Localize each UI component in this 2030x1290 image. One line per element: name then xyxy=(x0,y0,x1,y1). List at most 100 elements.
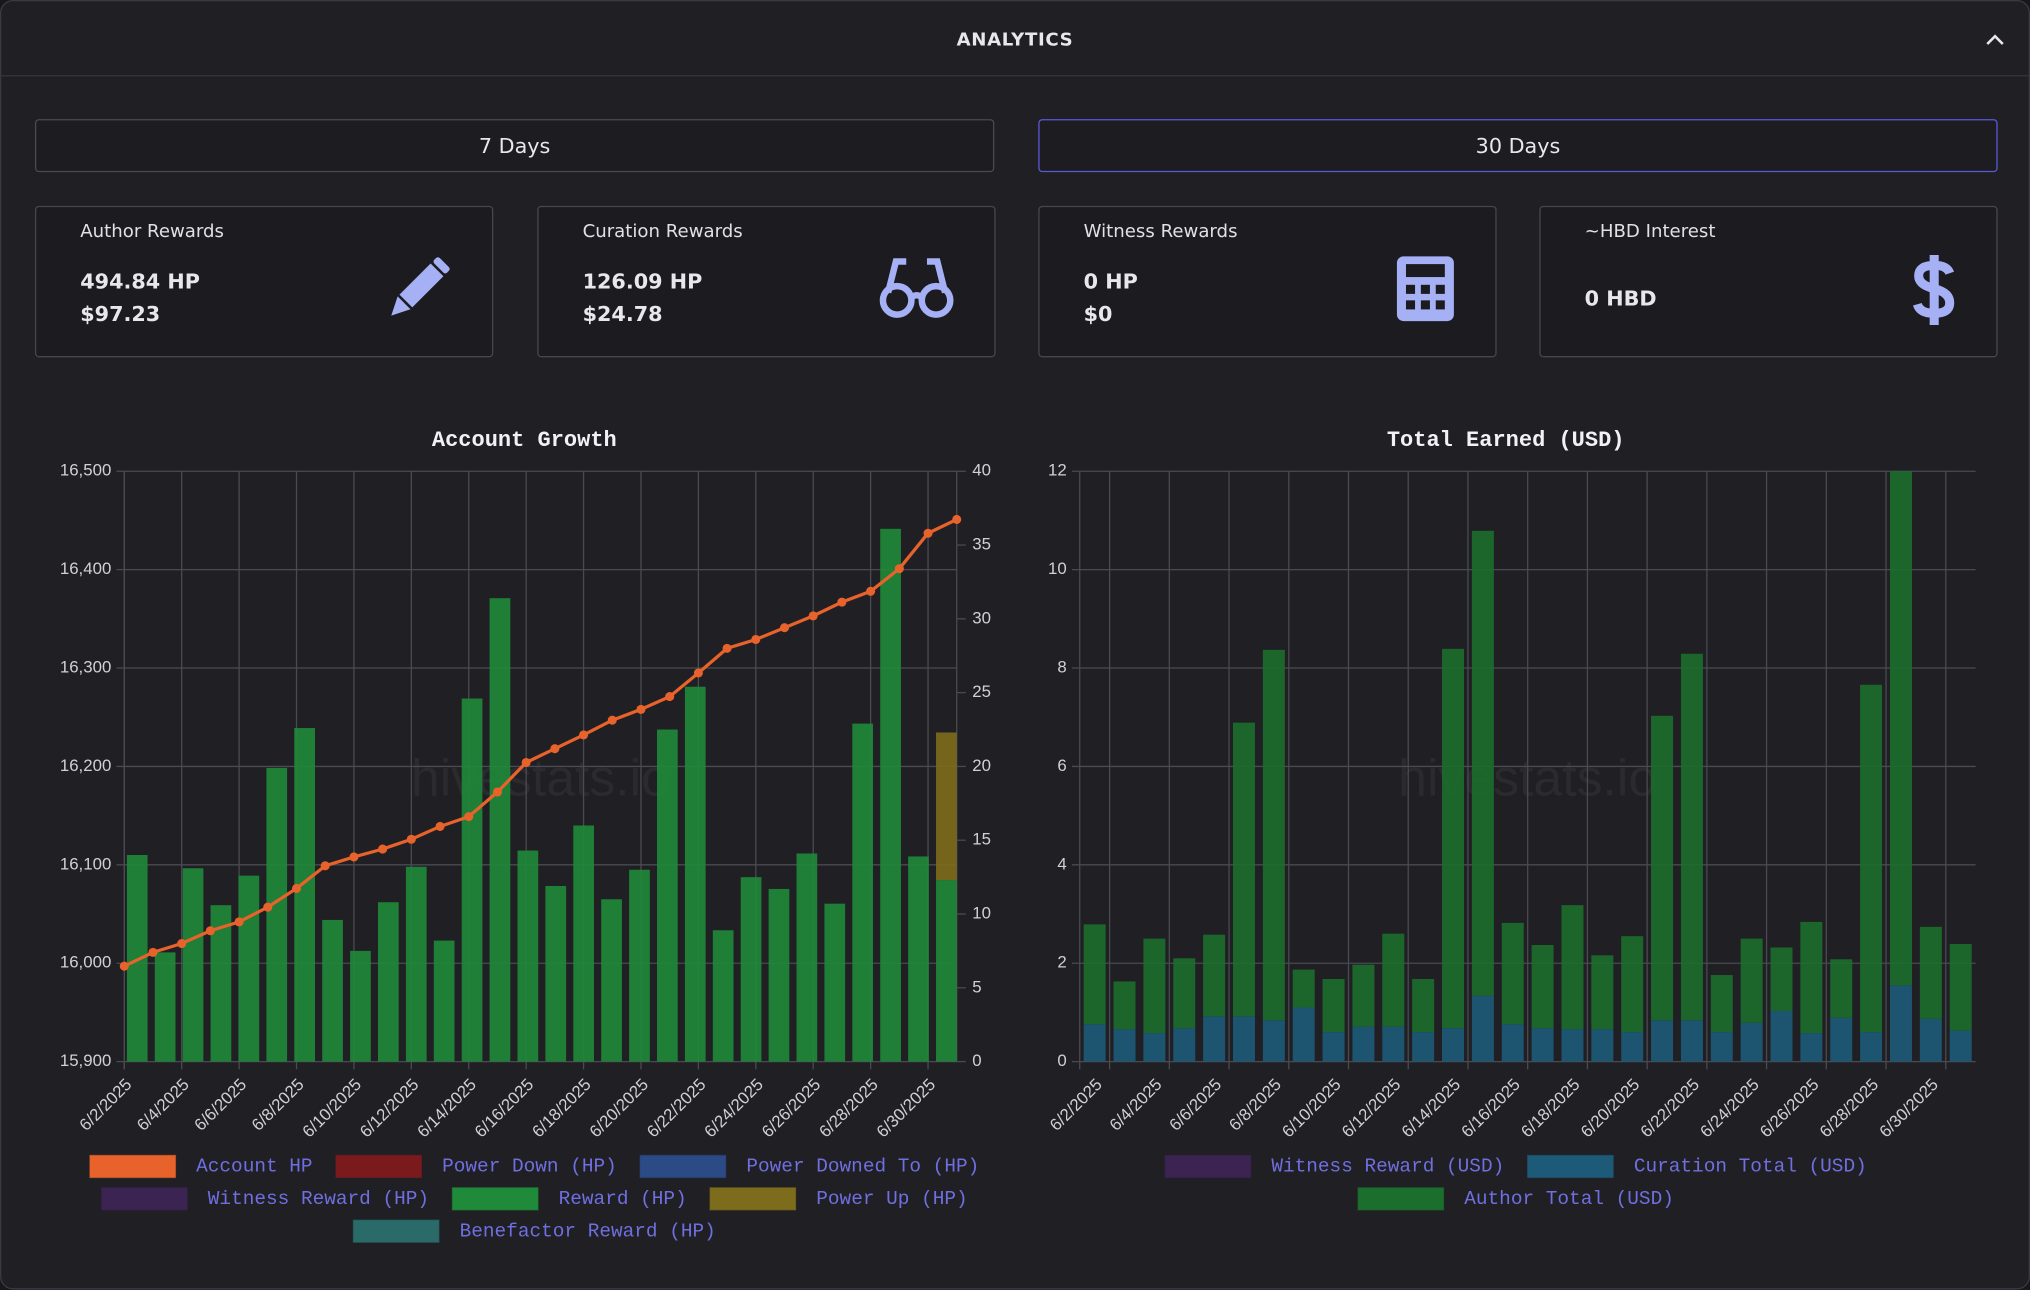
bar xyxy=(238,875,260,1062)
line-point xyxy=(952,514,962,524)
collapse-chevron[interactable] xyxy=(1985,32,2006,48)
bar xyxy=(601,899,622,1062)
bar xyxy=(1740,938,1763,1023)
bar xyxy=(1232,1016,1255,1062)
bar xyxy=(1143,938,1166,1034)
x-tick-label: 6/10/2025 xyxy=(299,1075,365,1141)
x-tick-label: 6/4/2025 xyxy=(1106,1075,1166,1135)
legend-label: Reward (HP) xyxy=(559,1188,687,1210)
legend-label: Power Up (HP) xyxy=(816,1188,967,1210)
line-point xyxy=(837,597,847,607)
card-label: Author Rewards xyxy=(80,221,224,243)
y-tick-label: 16,000 xyxy=(60,953,111,972)
legend-label: Curation Total (USD) xyxy=(1634,1156,1867,1178)
y-tick-label: 16,200 xyxy=(60,756,111,775)
tab-button[interactable]: 30 Days xyxy=(1038,119,1998,173)
bar xyxy=(1919,926,1942,1019)
dollar-icon xyxy=(1913,255,1955,325)
line-point xyxy=(291,883,302,893)
x-tick-label: 6/4/2025 xyxy=(133,1075,193,1135)
card-value: 126.09 HP xyxy=(582,269,703,294)
bar xyxy=(1292,1007,1315,1062)
line-point xyxy=(177,939,187,949)
x-tick-label: 6/22/2025 xyxy=(643,1075,709,1141)
bar xyxy=(1800,921,1823,1034)
bar xyxy=(1531,1028,1554,1062)
bar xyxy=(405,866,427,1062)
x-tick-label: 6/24/2025 xyxy=(701,1075,767,1141)
x-tick-label: 6/16/2025 xyxy=(1458,1075,1524,1141)
bar xyxy=(573,825,595,1062)
legend-swatch xyxy=(1357,1187,1445,1211)
x-tick-label: 6/26/2025 xyxy=(758,1075,824,1141)
card-value: $24.78 xyxy=(582,301,663,327)
line-point xyxy=(492,787,502,797)
bar xyxy=(1591,955,1614,1030)
line-point xyxy=(665,692,675,702)
bar xyxy=(182,868,204,1062)
line-point xyxy=(866,586,876,596)
chart-title: Total Earned (USD) xyxy=(1387,428,1625,453)
line-point xyxy=(636,704,646,714)
line-point xyxy=(349,852,359,862)
bar xyxy=(1889,985,1912,1062)
legend-swatch xyxy=(89,1154,177,1179)
line-point xyxy=(406,834,416,844)
bar xyxy=(1710,1032,1733,1062)
y-tick-label: 8 xyxy=(1057,657,1066,676)
bar xyxy=(1770,947,1793,1011)
legend-swatch xyxy=(1527,1154,1614,1179)
line-point xyxy=(693,668,703,678)
line-point xyxy=(779,623,790,633)
bar xyxy=(266,767,288,1062)
legend-swatch xyxy=(709,1187,797,1211)
x-tick-label: 6/16/2025 xyxy=(471,1075,537,1141)
line-point xyxy=(234,917,244,927)
x-tick-label: 6/2/2025 xyxy=(76,1075,136,1135)
y-tick-label: 16,100 xyxy=(60,854,111,873)
y2-tick-label: 30 xyxy=(972,608,991,627)
bar xyxy=(1113,1029,1136,1062)
bar xyxy=(1322,978,1345,1033)
x-tick-label: 6/26/2025 xyxy=(1756,1075,1822,1141)
x-tick-label: 6/20/2025 xyxy=(586,1075,652,1141)
calculator-icon xyxy=(1396,256,1454,322)
bar xyxy=(740,877,762,1062)
stat-card: Author Rewards 494.84 HP $97.23 xyxy=(34,205,494,358)
bar xyxy=(936,732,957,881)
chart-title: Account Growth xyxy=(432,428,617,453)
bar xyxy=(657,729,678,1062)
x-tick-label: 6/14/2025 xyxy=(414,1075,480,1141)
bar xyxy=(1412,978,1435,1033)
line-point xyxy=(751,634,761,645)
bar xyxy=(824,903,846,1062)
line-point xyxy=(205,926,215,936)
card-value: 0 HP xyxy=(1083,269,1138,294)
bar xyxy=(1083,924,1106,1025)
bar xyxy=(1262,1020,1285,1062)
x-tick-label: 6/20/2025 xyxy=(1577,1075,1643,1141)
line-point xyxy=(579,730,589,740)
bar xyxy=(1740,1022,1763,1062)
legend-label: Power Down (HP) xyxy=(442,1156,617,1178)
bar xyxy=(1352,964,1375,1027)
x-tick-label: 6/12/2025 xyxy=(356,1075,422,1141)
x-tick-label: 6/10/2025 xyxy=(1278,1075,1344,1141)
legend-label: Witness Reward (HP) xyxy=(208,1188,429,1210)
bar xyxy=(489,598,511,1062)
y2-tick-label: 20 xyxy=(972,756,991,775)
y-tick-label: 16,300 xyxy=(60,657,111,676)
bar xyxy=(936,880,957,1062)
watermark: hivestats.io xyxy=(411,749,670,807)
bar xyxy=(1203,1016,1226,1062)
bar xyxy=(1113,981,1136,1030)
tab-button[interactable]: 7 Days xyxy=(34,119,995,173)
y2-tick-label: 40 xyxy=(972,461,991,480)
bar xyxy=(1262,649,1285,1021)
bar xyxy=(1203,934,1226,1017)
bar xyxy=(796,853,818,1062)
pencil-icon xyxy=(391,257,450,316)
bar xyxy=(350,950,371,1062)
line-point xyxy=(607,715,617,725)
bar xyxy=(1442,1028,1465,1062)
